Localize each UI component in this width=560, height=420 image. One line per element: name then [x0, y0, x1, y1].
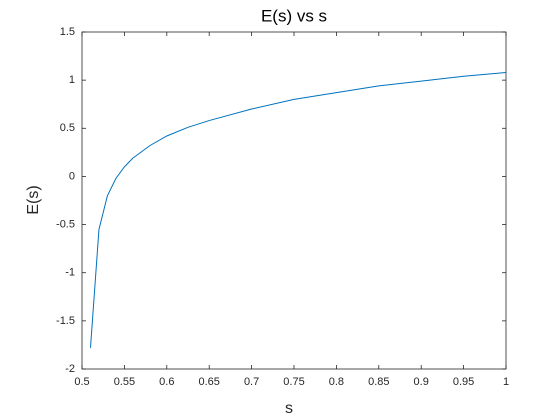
y-tick-label: 1.5 [60, 26, 75, 38]
line-series [89, 71, 507, 348]
y-axis-label: E(s) [25, 185, 42, 214]
y-tick-label: 1 [69, 74, 75, 86]
y-tick-label: 0 [69, 170, 75, 182]
y-tick-label: -0.5 [56, 218, 75, 230]
plot-area [81, 31, 507, 370]
y-tick-label: -1 [65, 267, 75, 279]
x-tick-label: 1 [503, 376, 509, 388]
y-tick-label: -2 [65, 363, 75, 375]
chart-title: E(s) vs s [261, 6, 327, 25]
x-tick-label: 0.5 [74, 376, 89, 388]
x-tick-label: 0.65 [198, 376, 219, 388]
y-tick-label: -1.5 [56, 315, 75, 327]
x-tick-label: 0.6 [159, 376, 174, 388]
x-tick-label: 0.9 [414, 376, 429, 388]
x-tick-label: 0.8 [329, 376, 344, 388]
x-tick-label: 0.95 [453, 376, 474, 388]
x-tick-label: 0.7 [244, 376, 259, 388]
x-tick-label: 0.55 [114, 376, 135, 388]
x-tick-label: 0.75 [283, 376, 304, 388]
x-axis-label: s [285, 400, 293, 417]
x-tick-label: 0.85 [368, 376, 389, 388]
y-tick-label: 0.5 [60, 122, 75, 134]
